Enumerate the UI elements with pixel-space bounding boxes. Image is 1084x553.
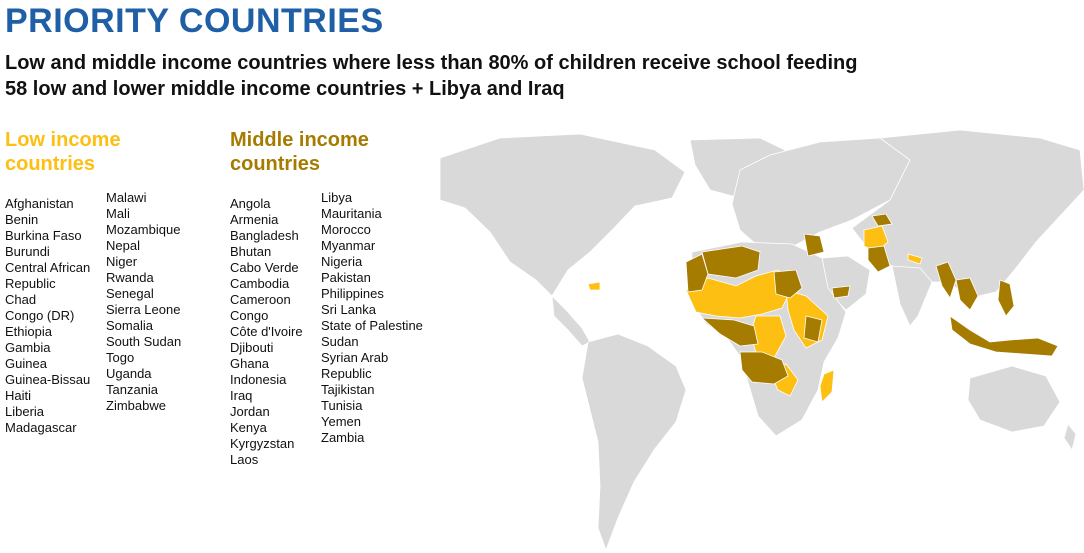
- country-item: Ghana: [230, 356, 270, 371]
- philippines-middle-income: [997, 279, 1015, 317]
- country-item: Mauritania: [321, 206, 382, 221]
- country-item: State of Palestine: [321, 318, 423, 333]
- mauritania-morocco-middle-income: [685, 253, 709, 293]
- country-item: Laos: [230, 452, 259, 467]
- country-item: Republic: [321, 366, 372, 381]
- country-item: Benin: [5, 212, 39, 227]
- indonesia-middle-income: [949, 315, 1059, 357]
- country-item: Sri Lanka: [321, 302, 376, 317]
- country-item: Jordan: [230, 404, 270, 419]
- country-item: Tajikistan: [321, 382, 375, 397]
- country-item: Liberia: [5, 404, 45, 419]
- country-item: Syrian Arab: [321, 350, 389, 365]
- country-item: Indonesia: [230, 372, 287, 387]
- country-item: Sudan: [321, 334, 359, 349]
- country-item: Chad: [5, 292, 37, 307]
- country-item: Republic: [5, 276, 56, 291]
- country-item: South Sudan: [106, 334, 182, 349]
- middle-income-heading: Middle income countries: [230, 129, 369, 175]
- yemen-middle-income: [831, 285, 851, 299]
- country-item: Niger: [106, 254, 138, 269]
- country-item: Tunisia: [321, 398, 363, 413]
- kenya-horn-middle-income: [803, 315, 823, 343]
- country-item: Guinea-Bissau: [5, 372, 91, 387]
- west-africa-coast-middle-income: [700, 317, 759, 347]
- middle-income-list-col2: Libya Mauritania Morocco Myanmar Nigeria Paki…: [321, 190, 423, 446]
- subtitle-criteria: Low and middle income countries where le…: [5, 52, 858, 74]
- country-item: Ethiopia: [5, 324, 52, 339]
- world-map: [440, 129, 1084, 552]
- country-item: Rwanda: [106, 270, 154, 285]
- country-item: Gambia: [5, 340, 51, 355]
- country-item: Malawi: [106, 190, 147, 205]
- country-item: Burkina Faso: [5, 228, 82, 243]
- country-item: Sierra Leone: [106, 302, 181, 317]
- country-item: Tanzania: [106, 382, 159, 397]
- country-item: Central African: [5, 260, 91, 275]
- pakistan-middle-income: [867, 245, 891, 273]
- north-america-land: [440, 133, 686, 297]
- country-item: Bangladesh: [230, 228, 299, 243]
- haiti-low-income: [587, 281, 601, 291]
- central-asia-middle-income: [871, 213, 893, 227]
- new-zealand-land: [1063, 423, 1077, 451]
- country-item: Mali: [106, 206, 130, 221]
- country-item: Afghanistan: [5, 196, 74, 211]
- page-title: PRIORITY COUNTRIES: [5, 2, 384, 40]
- low-income-list-col1: Afghanistan Benin Burkina Faso Burundi Centr…: [5, 196, 90, 436]
- country-item: Cambodia: [230, 276, 290, 291]
- country-item: Iraq: [230, 388, 253, 403]
- country-item: Pakistan: [321, 270, 371, 285]
- middle-east-middle-income: [803, 233, 825, 257]
- australia-land: [967, 365, 1061, 433]
- country-item: Côte d'Ivoire: [230, 324, 303, 339]
- country-item: Zimbabwe: [106, 398, 166, 413]
- middle-income-list-col1: Angola Armenia Bangladesh Bhutan Cabo Verde C…: [230, 196, 303, 468]
- country-item: Mozambique: [106, 222, 181, 237]
- india-land: [891, 265, 933, 327]
- country-item: Haiti: [5, 388, 32, 403]
- angola-zambia-middle-income: [739, 351, 789, 385]
- country-item: Cabo Verde: [230, 260, 299, 275]
- country-item: Kyrgyzstan: [230, 436, 295, 451]
- country-item: Guinea: [5, 356, 47, 371]
- subtitle-count: 58 low and lower middle income countries…: [5, 78, 565, 100]
- central-america-land: [551, 294, 591, 347]
- country-item: Morocco: [321, 222, 371, 237]
- country-item: Bhutan: [230, 244, 272, 259]
- country-item: Madagascar: [5, 420, 77, 435]
- low-income-heading: Low income countries: [5, 129, 121, 175]
- country-item: Djibouti: [230, 340, 274, 355]
- country-item: Zambia: [321, 430, 365, 445]
- country-item: Angola: [230, 196, 271, 211]
- country-item: Uganda: [106, 366, 152, 381]
- country-item: Senegal: [106, 286, 154, 301]
- low-income-list-col2: Malawi Mali Mozambique Nepal Niger Rwanda Sene…: [106, 190, 181, 414]
- indochina-middle-income: [955, 277, 979, 311]
- country-item: Burundi: [5, 244, 50, 259]
- country-item: Yemen: [321, 414, 361, 429]
- country-item: Somalia: [106, 318, 153, 333]
- nepal-low-income: [907, 253, 923, 265]
- country-item: Congo: [230, 308, 269, 323]
- middle-income-regions: [685, 213, 1059, 385]
- sudan-middle-income: [773, 269, 803, 299]
- europe-land: [731, 137, 911, 249]
- madagascar-low-income: [819, 369, 835, 403]
- bangladesh-myanmar-middle-income: [935, 261, 957, 299]
- south-america-land: [581, 333, 687, 552]
- country-item: Kenya: [230, 420, 267, 435]
- country-item: Armenia: [230, 212, 279, 227]
- country-item: Congo (DR): [5, 308, 75, 323]
- country-item: Nepal: [106, 238, 140, 253]
- country-item: Philippines: [321, 286, 384, 301]
- country-item: Nigeria: [321, 254, 363, 269]
- country-item: Cameroon: [230, 292, 291, 307]
- country-item: Libya: [321, 190, 353, 205]
- country-item: Togo: [106, 350, 135, 365]
- country-item: Myanmar: [321, 238, 376, 253]
